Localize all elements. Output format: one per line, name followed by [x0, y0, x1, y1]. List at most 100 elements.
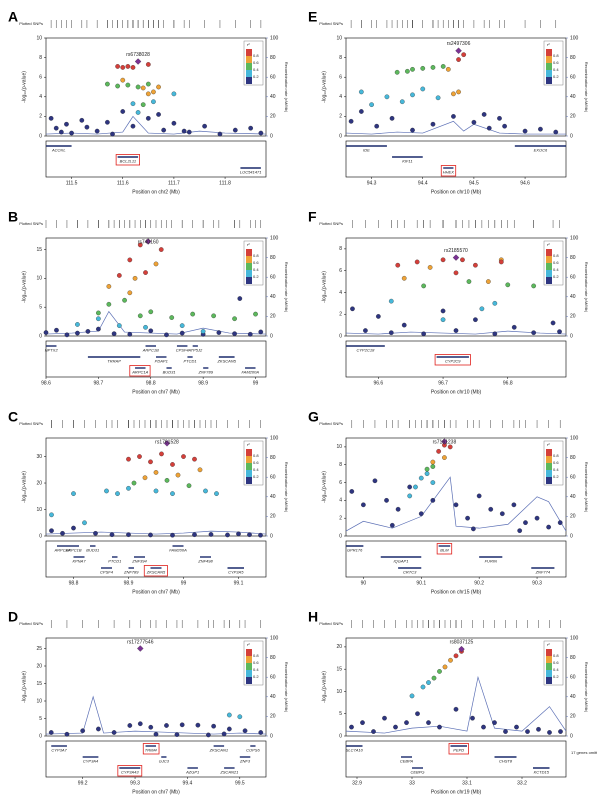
legend-swatch: [546, 263, 552, 270]
legend-swatch: [246, 477, 252, 484]
snp-point: [164, 332, 169, 338]
x-axis-label: Position on chr7 (Mb): [132, 589, 180, 595]
snp-point: [226, 712, 232, 718]
snp-point: [395, 506, 401, 512]
snp-point: [546, 524, 551, 530]
y2-tick-label: 100: [270, 35, 279, 41]
gene-label: CYP3A4: [83, 759, 99, 764]
y-tick-label: 10: [336, 444, 342, 450]
snp-point: [164, 478, 170, 483]
snp-point: [248, 125, 254, 131]
gene-label: FAM200A: [169, 548, 187, 553]
gene-label: CYP2C18: [357, 348, 376, 353]
snp-point: [401, 275, 407, 281]
y-tick-label: 0: [39, 133, 42, 139]
snp-point: [145, 116, 151, 121]
legend-swatch: [246, 49, 252, 56]
recombination-line: [45, 530, 267, 535]
snp-point: [456, 57, 461, 62]
snp-point: [404, 720, 409, 725]
y2-tick-label: 80: [570, 455, 576, 461]
legend-tick-label: 0.6: [253, 460, 259, 465]
snp-point: [148, 309, 154, 315]
legend-swatch: [546, 70, 552, 77]
y-tick-label: 2: [39, 114, 42, 120]
snp-point: [388, 330, 394, 336]
legend-tick-label: 0.6: [553, 60, 559, 65]
y2-tick-label: 0: [570, 733, 573, 739]
snp-point: [525, 729, 530, 734]
snp-point: [49, 512, 54, 518]
legend-tick-label: 0.6: [553, 660, 559, 665]
snp-point: [466, 279, 472, 284]
snp-point: [127, 257, 133, 263]
gene-label: AZGP1: [185, 770, 199, 775]
snp-point: [211, 723, 216, 729]
snp-point: [60, 531, 65, 536]
snp-point: [115, 64, 120, 69]
snp-point: [127, 331, 133, 337]
snp-point: [445, 67, 451, 72]
x-tick-label: 96.8: [503, 380, 513, 386]
y-tick-label: 4: [339, 290, 342, 296]
snp-point: [237, 296, 243, 301]
x-tick-label: 99.2: [78, 780, 88, 786]
snp-point: [349, 489, 355, 494]
gene-label: CEBPG: [410, 770, 424, 775]
snp-point: [399, 99, 405, 105]
gene-label: CEBPA: [400, 759, 414, 764]
x-tick-label: 99: [253, 380, 259, 386]
snp-point: [413, 484, 418, 490]
snp-point: [202, 123, 207, 129]
legend-swatch: [246, 670, 252, 677]
snp-point: [106, 284, 112, 289]
y-tick-label: 20: [336, 644, 342, 650]
y-tick-label: 5: [339, 711, 342, 717]
snp-point: [75, 330, 80, 336]
legend-tick-label: 0.8: [553, 653, 559, 658]
panel-letter: A: [8, 9, 18, 25]
x-axis-label: Position on chr10 (Mb): [431, 389, 482, 395]
legend-swatch: [246, 263, 252, 270]
y-tick-label: 6: [339, 268, 342, 274]
snp-point: [111, 730, 117, 735]
snp-point: [106, 301, 112, 307]
snp-point: [148, 459, 153, 465]
snp-point: [461, 52, 467, 58]
legend-tick-label: 0.8: [253, 53, 259, 58]
gene-box: [345, 140, 567, 178]
snp-point: [135, 110, 141, 115]
snp-point: [171, 91, 177, 97]
y2-tick-label: 100: [570, 35, 579, 41]
snp-point: [181, 454, 186, 459]
gene-label: ACOXL: [51, 148, 66, 153]
legend-swatch: [246, 77, 252, 84]
panel-letter: F: [308, 209, 317, 225]
legend-tick-label: 0.8: [253, 653, 259, 658]
snp-point: [105, 119, 110, 125]
x-axis-label: Position on chr7 (Mb): [132, 789, 180, 795]
y-axis-label: -log₁₀(p-value): [21, 271, 27, 303]
panel-letter: E: [308, 9, 317, 25]
panel: E Plotted SNPs0246810020406080100-log₁₀(p…: [308, 9, 589, 196]
x-tick-label: 111.8: [219, 180, 231, 186]
gene-label: KIF11: [402, 159, 412, 164]
gene-label: TRRAP: [107, 359, 121, 364]
gene-label: ZKSCAN5: [216, 359, 236, 364]
lead-snp: [163, 440, 171, 447]
y2-axis-label: Recombination rate (cM/Mb): [584, 262, 589, 313]
snp-point: [511, 502, 517, 508]
legend-tick-label: 0.6: [553, 460, 559, 465]
snp-point: [410, 92, 415, 98]
snp-point: [451, 91, 456, 97]
y-axis-label: -log₁₀(p-value): [21, 671, 27, 703]
snp-point: [170, 462, 175, 467]
snp-point: [360, 720, 365, 725]
gene-label: ZNF394: [131, 559, 147, 564]
y2-tick-label: 0: [570, 533, 573, 539]
gene-highlight: [434, 354, 471, 366]
x-tick-label: 90.1: [416, 580, 426, 586]
snp-point: [456, 89, 461, 95]
snp-point: [488, 506, 494, 512]
plotted-snps-label: Plotted SNPs: [319, 221, 343, 226]
